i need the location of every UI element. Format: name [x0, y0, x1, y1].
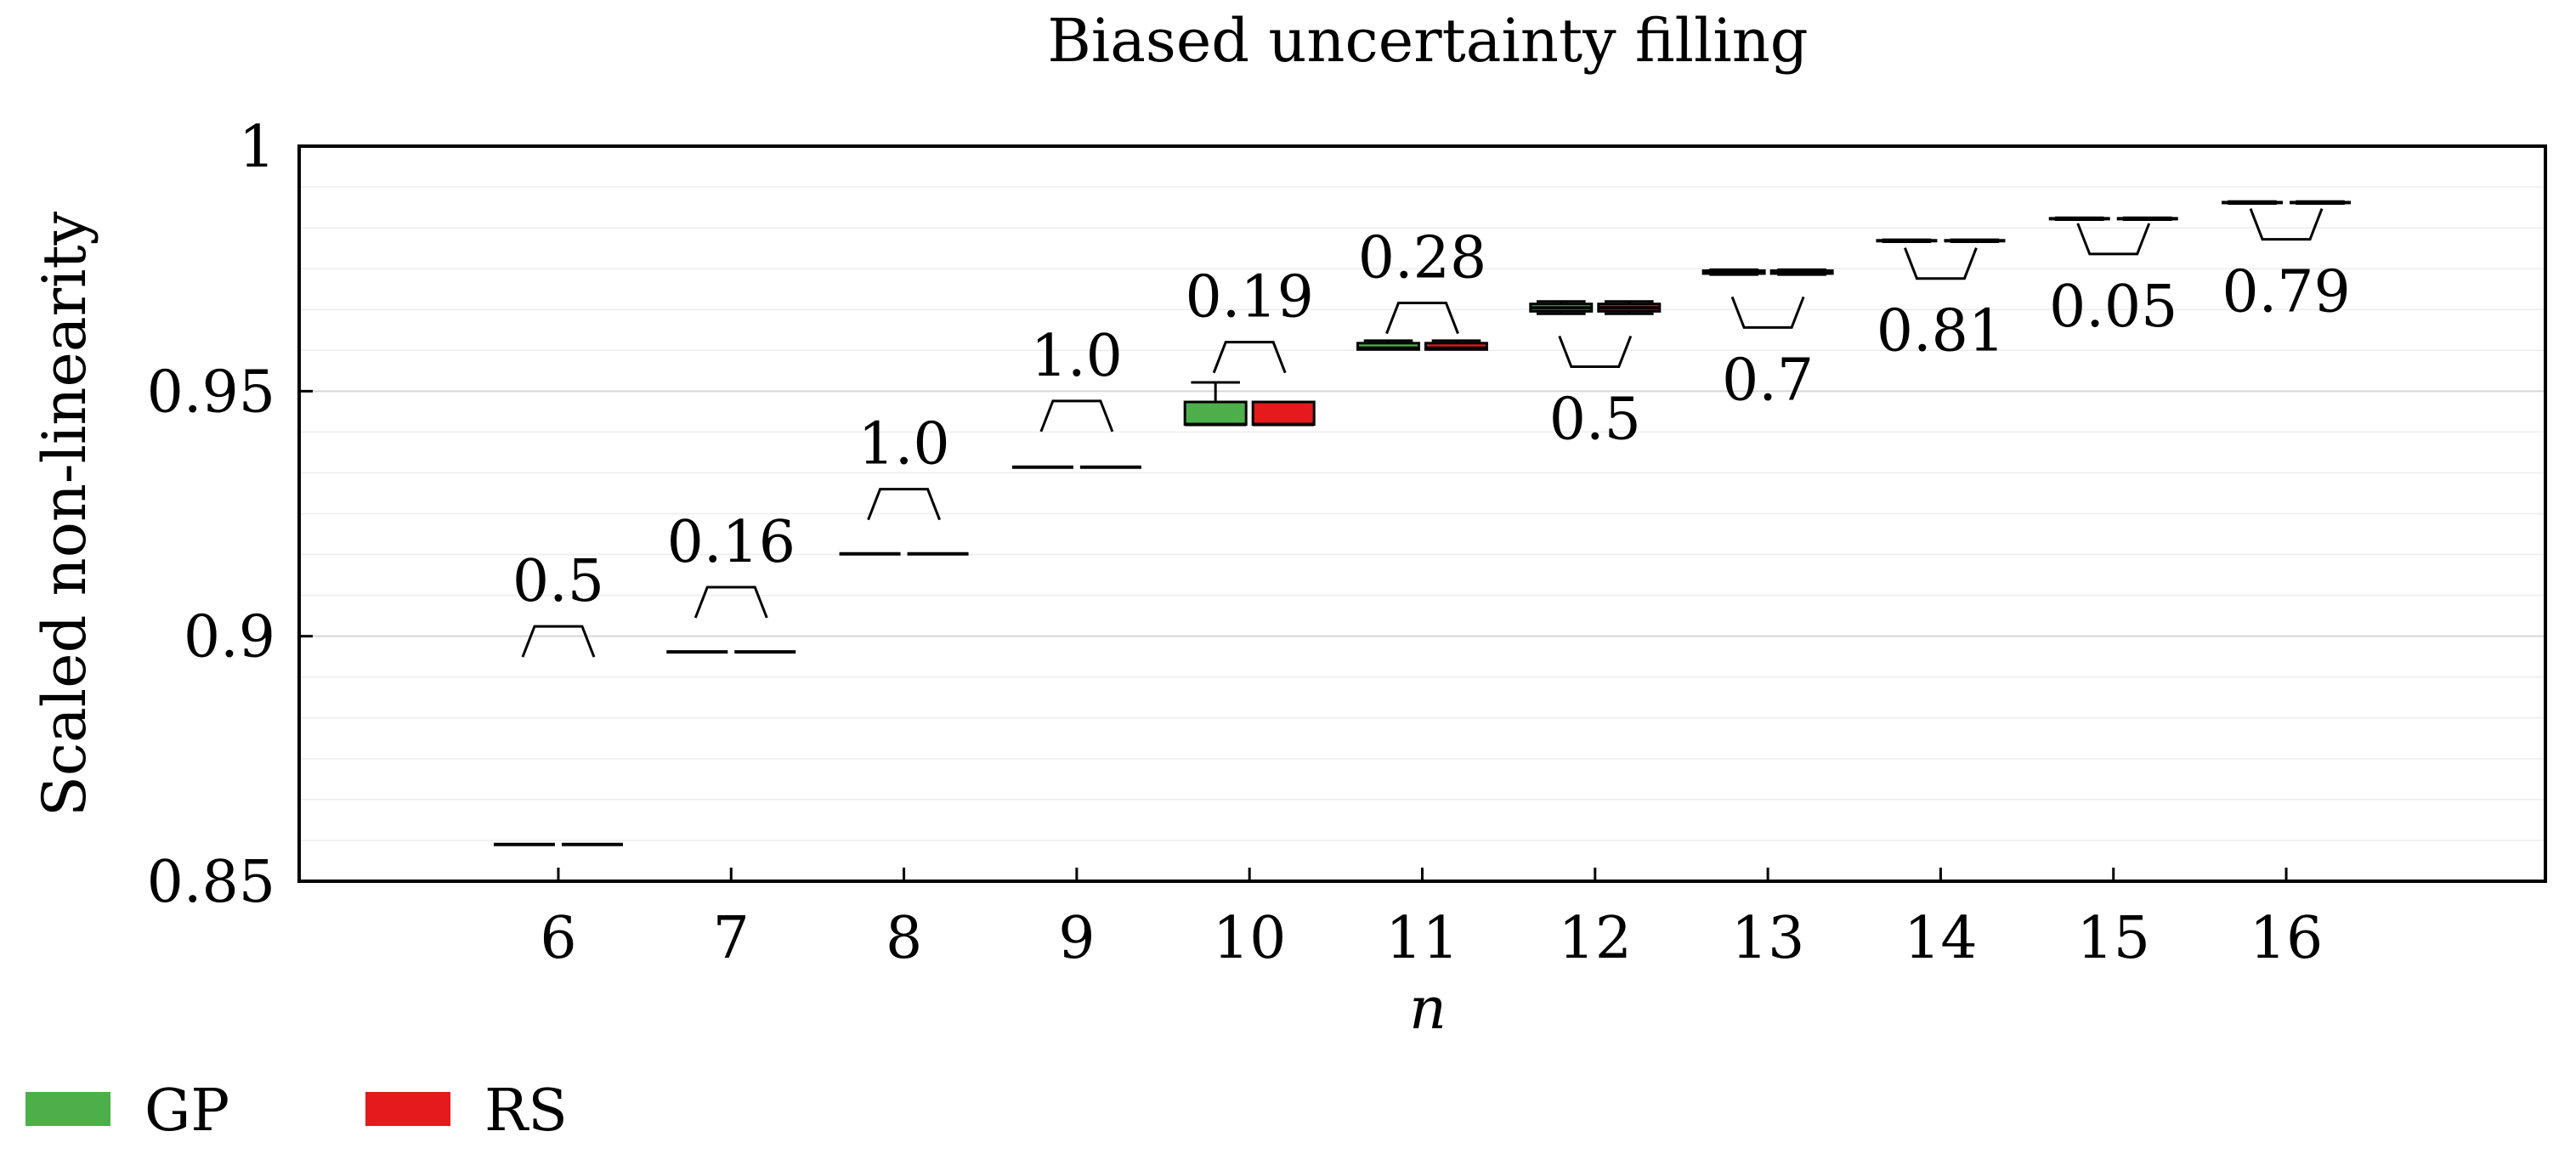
significance-bracket: 0.5 [512, 548, 604, 658]
legend-swatch-gp [25, 1092, 110, 1126]
bracket-line [521, 625, 596, 658]
box-gp [1701, 268, 1766, 276]
significance-bracket: 0.28 [1358, 225, 1486, 335]
significance-bracket: 0.81 [1877, 247, 2005, 365]
p-value-label: 0.5 [512, 548, 604, 615]
p-value-label: 1.0 [858, 411, 949, 478]
box-rs [1251, 400, 1316, 427]
box-rs [2290, 200, 2352, 205]
x-tick-label: 7 [713, 905, 750, 972]
legend-swatch-rs [365, 1092, 450, 1126]
bracket-line [1904, 247, 1978, 280]
y-axis-ticks: 0.85 0.9 0.95 1 [147, 114, 313, 916]
significance-bracket: 1.0 [858, 411, 950, 521]
p-value-label: 0.79 [2222, 259, 2350, 326]
box-rs [1944, 238, 2006, 243]
y-axis-label: Scaled non-linearity [30, 211, 99, 817]
x-axis-ticks: 6 7 8 9 10 11 12 13 14 15 16 [540, 868, 2323, 972]
x-tick-label: 12 [1559, 905, 1633, 972]
y-tick-label: 1 [239, 114, 275, 181]
box-rs [1424, 339, 1488, 351]
p-value-label: 0.19 [1185, 264, 1313, 331]
bracket-line [1730, 296, 1805, 329]
p-value-label: 0.81 [1877, 298, 2005, 365]
significance-bracket: 0.16 [667, 509, 795, 619]
x-tick-label: 13 [1731, 905, 1805, 972]
p-value-label: 1.0 [1031, 323, 1123, 390]
x-tick-label: 15 [2076, 905, 2150, 972]
box-rs [1769, 268, 1834, 276]
bracket-line [1558, 335, 1633, 368]
p-value-label: 0.05 [2049, 274, 2177, 341]
bracket-line [2249, 208, 2324, 241]
box-gp [2222, 200, 2284, 205]
significance-bracket: 0.79 [2222, 208, 2351, 326]
x-tick-label: 6 [540, 905, 576, 972]
x-tick-label: 14 [1904, 905, 1978, 972]
p-value-label: 0.16 [667, 509, 795, 576]
legend-label-rs: RS [484, 1078, 568, 1145]
significance-brackets: 0.5 0.16 1.0 1.0 0.19 0.28 0.5 0.7 0.81 0.05 0.79 [512, 208, 2351, 658]
x-tick-label: 8 [886, 905, 922, 972]
box-body [1251, 400, 1316, 427]
bracket-line [694, 585, 768, 619]
legend: GP RS [25, 1078, 568, 1145]
chart-title: Biased uncertainty filling [1047, 6, 1808, 76]
box-gp [1876, 238, 1938, 243]
bracket-line [867, 488, 941, 521]
box-gp [2048, 216, 2110, 221]
box-rs [2116, 216, 2178, 221]
p-value-label: 0.5 [1549, 387, 1641, 454]
significance-bracket: 0.5 [1549, 335, 1641, 454]
p-value-label: 0.28 [1358, 225, 1486, 292]
significance-bracket: 0.7 [1722, 296, 1814, 414]
x-tick-label: 16 [2250, 905, 2324, 972]
y-tick-label: 0.95 [147, 359, 275, 426]
box-body [1183, 400, 1248, 427]
significance-bracket: 1.0 [1031, 323, 1123, 433]
p-value-label: 0.7 [1722, 347, 1814, 414]
x-tick-label: 10 [1213, 905, 1287, 972]
box-gp [1183, 381, 1248, 427]
grid-lines [299, 186, 2545, 841]
x-tick-label: 11 [1385, 905, 1459, 972]
significance-bracket: 0.19 [1185, 264, 1314, 374]
bracket-line [2076, 223, 2151, 256]
x-axis-label: n [1409, 976, 1447, 1043]
box-gp [1356, 339, 1420, 351]
bracket-line [1385, 302, 1459, 335]
box-gp [1529, 300, 1594, 315]
bracket-line [1039, 399, 1114, 433]
boxes [493, 200, 2352, 846]
x-tick-label: 9 [1058, 905, 1095, 972]
y-tick-label: 0.85 [147, 849, 275, 916]
bracket-line [1212, 341, 1287, 374]
y-tick-label: 0.9 [184, 604, 275, 671]
legend-label-gp: GP [144, 1078, 229, 1145]
box-rs [1597, 300, 1662, 315]
significance-bracket: 0.05 [2049, 223, 2177, 341]
